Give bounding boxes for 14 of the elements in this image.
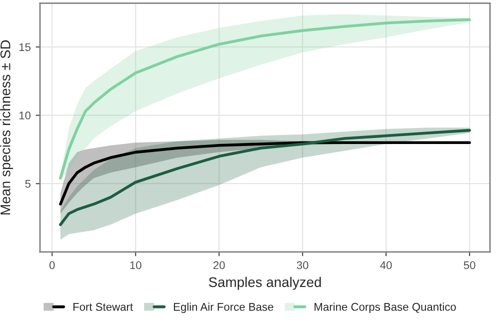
y-tick-label: 10	[19, 112, 31, 120]
y-tick-label: 5	[25, 180, 31, 188]
y-tick-label: 15	[19, 43, 31, 52]
x-tick-label: 50	[464, 261, 476, 270]
x-tick-label: 40	[380, 261, 392, 270]
x-axis-title: Samples analyzed	[208, 276, 321, 290]
x-tick-label: 0	[49, 261, 55, 270]
legend-label: Marine Corps Base Quantico	[314, 302, 456, 313]
y-axis-title: Mean species richness ± SD	[0, 40, 14, 214]
x-tick-label: 30	[296, 261, 308, 270]
x-tick-label: 10	[130, 261, 142, 270]
legend-label: Eglin Air Force Base	[174, 302, 274, 313]
x-tick-label: 20	[213, 261, 225, 270]
legend-label: Fort Stewart	[73, 302, 133, 311]
